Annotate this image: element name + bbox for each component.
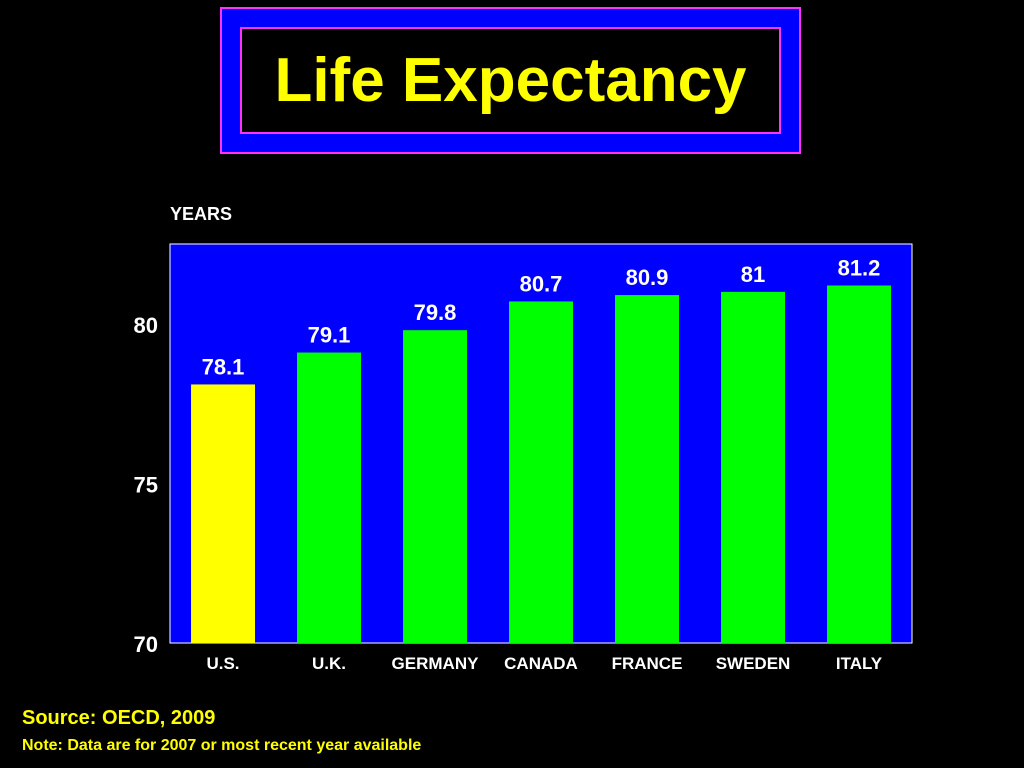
value-label: 81.2 — [838, 255, 881, 280]
chart-title: Life Expectancy — [274, 45, 747, 115]
bar-sweden — [721, 291, 785, 643]
x-tick-label: U.S. — [206, 654, 239, 673]
value-label: 78.1 — [202, 354, 245, 379]
bar-italy — [827, 285, 891, 643]
title-frame: Life Expectancy — [220, 7, 801, 154]
x-tick-label: CANADA — [504, 654, 578, 673]
x-tick-label: SWEDEN — [716, 654, 791, 673]
value-label: 79.8 — [414, 300, 457, 325]
value-label: 80.9 — [626, 265, 669, 290]
value-label: 79.1 — [308, 323, 351, 348]
y-tick-label: 75 — [134, 472, 158, 497]
x-tick-labels-group: U.S. U.K. GERMANY CANADA FRANCE SWEDEN ITALY — [206, 654, 882, 673]
bar-france — [615, 295, 679, 643]
value-labels-group: 78.1 79.1 79.8 80.7 80.9 81 81.2 — [202, 255, 881, 379]
y-tick-label: 80 — [134, 313, 158, 338]
title-inner-box: Life Expectancy — [240, 27, 781, 134]
y-tick-label: 70 — [134, 632, 158, 657]
x-tick-label: U.K. — [312, 654, 346, 673]
value-label: 81 — [741, 262, 765, 287]
value-label: 80.7 — [520, 271, 563, 296]
bar-u-s — [191, 384, 255, 643]
bar-germany — [403, 330, 467, 643]
y-axis-label: YEARS — [170, 204, 233, 224]
source-text: Source: OECD, 2009 — [22, 707, 216, 729]
x-tick-label: FRANCE — [612, 654, 683, 673]
bar-u-k — [297, 352, 361, 643]
note-text: Note: Data are for 2007 or most recent y… — [22, 737, 422, 754]
x-tick-label: ITALY — [836, 654, 883, 673]
x-tick-label: GERMANY — [392, 654, 480, 673]
bar-canada — [509, 301, 573, 643]
y-tick-labels-group: 70 75 80 — [134, 313, 158, 657]
bars-group — [191, 285, 891, 643]
